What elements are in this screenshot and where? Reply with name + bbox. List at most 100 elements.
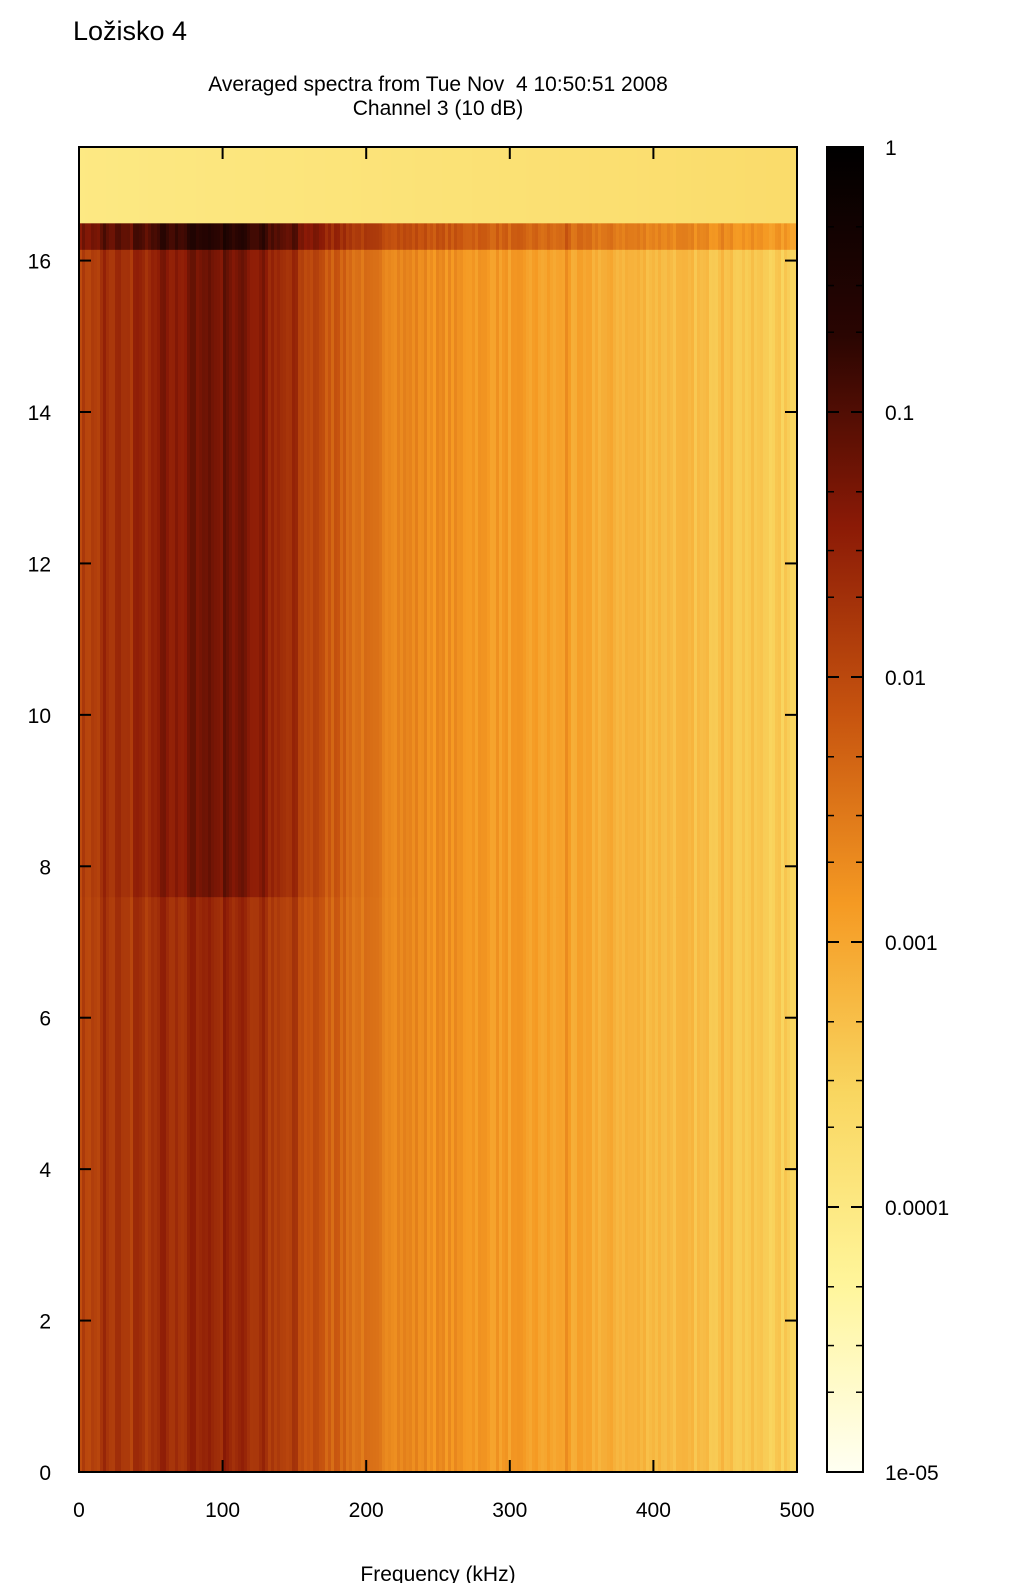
heatmap-cell — [664, 249, 668, 898]
heatmap-cell — [535, 222, 539, 250]
colorbar-tick-label: 1 — [885, 137, 897, 160]
heatmap-cell — [751, 222, 755, 250]
heatmap-cell — [205, 222, 209, 250]
heatmap-cell — [97, 147, 101, 224]
heatmap-cell — [502, 222, 506, 250]
heatmap-cell — [676, 222, 680, 250]
heatmap-column — [433, 147, 437, 1472]
heatmap-cell — [613, 249, 617, 898]
heatmap-cell — [226, 896, 230, 1472]
heatmap-cell — [529, 222, 533, 250]
heatmap-cell — [82, 222, 86, 250]
heatmap-cell — [280, 896, 284, 1472]
heatmap-cell — [379, 249, 383, 898]
heatmap-cell — [85, 147, 89, 224]
heatmap-cell — [553, 249, 557, 898]
heatmap-column — [310, 147, 314, 1472]
chart-title-block: Averaged spectra from Tue Nov 4 10:50:51… — [0, 73, 876, 121]
heatmap-cell — [697, 222, 701, 250]
heatmap-cell — [472, 222, 476, 250]
heatmap-cell — [496, 896, 500, 1472]
heatmap-cell — [508, 222, 512, 250]
heatmap-column — [628, 147, 632, 1472]
heatmap-cell — [478, 147, 482, 224]
heatmap-cell — [568, 222, 572, 250]
heatmap-column — [715, 147, 719, 1472]
heatmap-cell — [121, 222, 125, 250]
heatmap-cell — [424, 896, 428, 1472]
heatmap-cell — [700, 896, 704, 1472]
heatmap-cell — [496, 222, 500, 250]
heatmap-cell — [625, 147, 629, 224]
heatmap-cell — [535, 249, 539, 898]
heatmap-cell — [706, 249, 710, 898]
heatmap-cell — [403, 896, 407, 1472]
heatmap-cell — [334, 896, 338, 1472]
heatmap-cell — [688, 222, 692, 250]
heatmap-cell — [790, 222, 794, 250]
heatmap-cell — [529, 896, 533, 1472]
heatmap-cell — [784, 249, 788, 898]
heatmap-cell — [364, 147, 368, 224]
heatmap-cell — [184, 896, 188, 1472]
heatmap-column — [463, 147, 467, 1472]
heatmap-cell — [352, 896, 356, 1472]
heatmap-cell — [667, 147, 671, 224]
heatmap-cell — [133, 896, 137, 1472]
heatmap-cell — [715, 896, 719, 1472]
heatmap-cell — [610, 222, 614, 250]
heatmap-cell — [391, 222, 395, 250]
heatmap-cell — [88, 249, 92, 898]
heatmap-column — [301, 147, 305, 1472]
heatmap-cell — [283, 222, 287, 250]
heatmap-cell — [190, 222, 194, 250]
heatmap-cell — [655, 222, 659, 250]
heatmap-cell — [502, 896, 506, 1472]
heatmap-column — [505, 147, 509, 1472]
heatmap-cell — [256, 147, 260, 224]
heatmap-cell — [667, 896, 671, 1472]
heatmap-cell — [217, 249, 221, 898]
heatmap-cell — [355, 147, 359, 224]
heatmap-cell — [136, 147, 140, 224]
heatmap-cell — [370, 249, 374, 898]
heatmap-cell — [373, 222, 377, 250]
heatmap-cell — [676, 249, 680, 898]
heatmap-cell — [649, 222, 653, 250]
heatmap-cell — [769, 147, 773, 224]
heatmap-column — [613, 147, 617, 1472]
heatmap-cell — [601, 896, 605, 1472]
heatmap-cell — [136, 249, 140, 898]
heatmap-cell — [589, 249, 593, 898]
heatmap-cell — [646, 249, 650, 898]
heatmap-cell — [643, 249, 647, 898]
heatmap-cell — [724, 222, 728, 250]
heatmap-cell — [760, 147, 764, 224]
heatmap-cell — [127, 896, 131, 1472]
heatmap-column — [274, 147, 278, 1472]
heatmap-cell — [541, 249, 545, 898]
x-tick-label: 300 — [492, 1499, 527, 1522]
heatmap-cell — [739, 147, 743, 224]
heatmap-cell — [634, 896, 638, 1472]
heatmap-cell — [247, 896, 251, 1472]
heatmap-cell — [505, 896, 509, 1472]
heatmap-cell — [610, 249, 614, 898]
heatmap-column — [772, 147, 776, 1472]
heatmap-cell — [652, 222, 656, 250]
heatmap-cell — [394, 222, 398, 250]
heatmap-cell — [655, 249, 659, 898]
heatmap-cell — [280, 222, 284, 250]
heatmap-cell — [697, 896, 701, 1472]
heatmap-cell — [250, 249, 254, 898]
heatmap-column — [655, 147, 659, 1472]
heatmap-cell — [628, 249, 632, 898]
heatmap-cell — [694, 147, 698, 224]
heatmap-cell — [745, 896, 749, 1472]
heatmap-cell — [691, 896, 695, 1472]
heatmap-cell — [676, 896, 680, 1472]
heatmap-cell — [109, 249, 113, 898]
heatmap-cell — [250, 222, 254, 250]
heatmap-cell — [109, 896, 113, 1472]
heatmap-cell — [481, 249, 485, 898]
